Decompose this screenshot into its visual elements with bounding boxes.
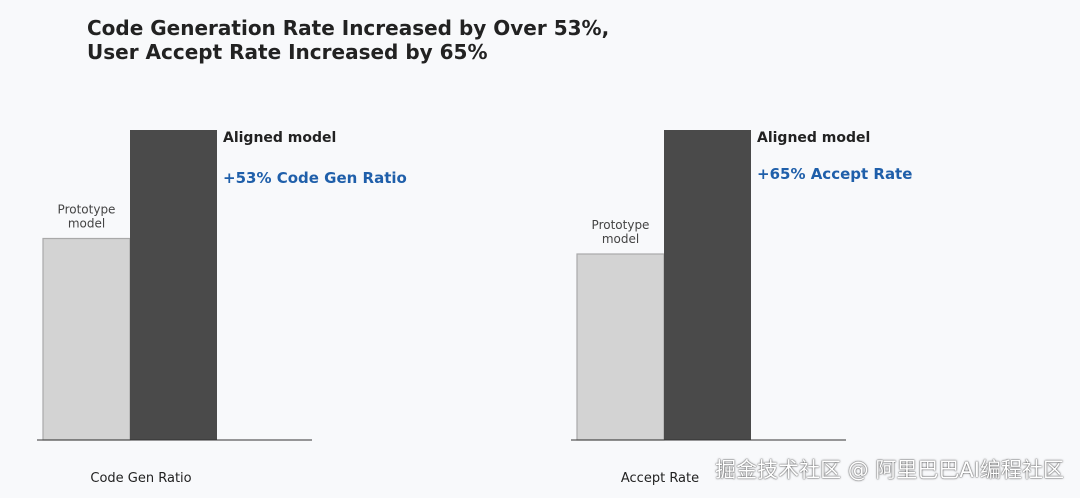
bar-label-aligned-2: Aligned model	[757, 130, 870, 146]
bar-label-aligned-1: Aligned model	[223, 130, 336, 146]
chart-title-line2: User Accept Rate Increased by 65%	[87, 40, 488, 64]
x-axis-label-2: Accept Rate	[621, 471, 699, 486]
annotation-1: +53% Code Gen Ratio	[223, 169, 407, 187]
bar-prototype-2	[576, 253, 665, 441]
chart-title-line1: Code Generation Rate Increased by Over 5…	[87, 16, 610, 40]
bar-label-prototype-1: Prototype	[58, 203, 116, 217]
chart-title: Code Generation Rate Increased by Over 5…	[87, 16, 609, 64]
bar-aligned-2	[664, 130, 751, 440]
bar-label-prototype-2: Prototype	[592, 218, 650, 232]
x-axis-label-1: Code Gen Ratio	[90, 471, 191, 486]
annotation-2: +65% Accept Rate	[757, 165, 912, 183]
bar-label-prototype-model-2: model	[602, 232, 639, 246]
bar-aligned-1	[130, 130, 217, 440]
watermark: 掘金技术社区 @ 阿里巴巴AI编程社区	[715, 458, 1064, 482]
bar-label-prototype-model-1: model	[68, 217, 105, 231]
bar-prototype-1	[42, 237, 131, 441]
